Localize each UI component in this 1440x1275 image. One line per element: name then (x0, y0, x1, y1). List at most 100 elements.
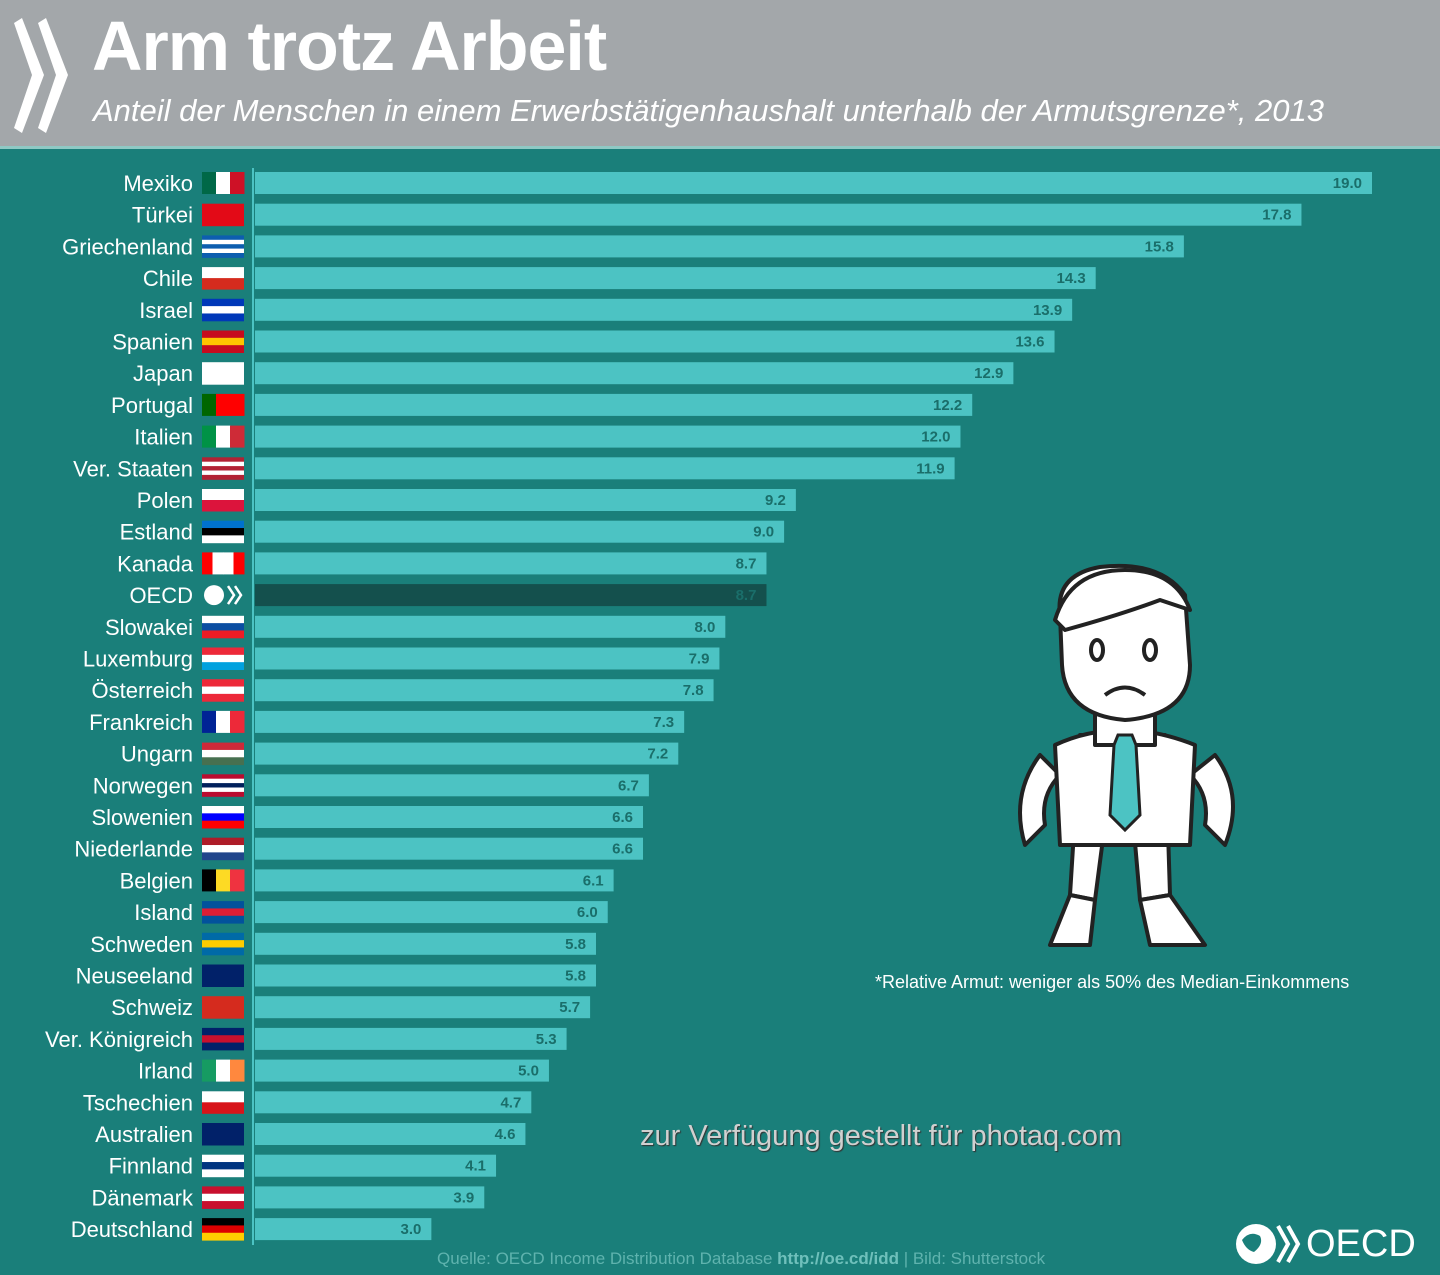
header-banner: Arm trotz Arbeit Anteil der Menschen in … (0, 0, 1440, 149)
bar-29 (255, 1091, 532, 1114)
bar-14 (255, 615, 726, 638)
data-label-28: 5.0 (518, 1063, 539, 1080)
category-label-22: Belgien (120, 868, 193, 893)
category-label-14: Slowakei (105, 615, 193, 640)
data-label-1: 17.8 (1262, 207, 1291, 224)
data-label-0: 19.0 (1333, 175, 1362, 192)
flag-icon-30 (202, 1123, 244, 1146)
data-label-25: 5.8 (565, 968, 586, 985)
bar-30 (255, 1123, 526, 1145)
category-label-13: OECD (129, 583, 193, 608)
data-label-26: 5.7 (559, 999, 580, 1016)
category-label-2: Griechenland (62, 234, 193, 259)
data-label-6: 12.9 (974, 365, 1003, 382)
bar-13 (255, 584, 767, 607)
bar-6 (255, 362, 1014, 385)
data-label-12: 8.7 (736, 555, 757, 572)
category-label-16: Österreich (92, 678, 193, 703)
flag-icon-16 (202, 679, 244, 702)
flag-icon-27 (202, 1027, 244, 1051)
data-label-13: 8.7 (736, 587, 757, 604)
bar-9 (255, 457, 955, 480)
flag-icon-7 (202, 393, 245, 416)
bar-20 (255, 806, 644, 828)
source-suffix: | Bild: Shutterstock (898, 1249, 1046, 1268)
bar-18 (255, 742, 679, 765)
sad-man-illustration (1018, 563, 1235, 947)
data-label-11: 9.0 (753, 524, 774, 541)
flag-icon-26 (202, 996, 244, 1019)
bar-23 (255, 901, 608, 924)
flag-icon-5 (202, 330, 244, 353)
bar-19 (255, 774, 649, 797)
category-label-3: Chile (143, 266, 193, 291)
category-label-24: Schweden (90, 932, 193, 957)
flag-icon-23 (202, 901, 244, 924)
oecd-globe-icon (204, 585, 224, 606)
category-label-23: Island (134, 900, 193, 925)
data-label-10: 9.2 (765, 492, 786, 509)
category-label-25: Neuseeland (76, 964, 193, 989)
data-label-33: 3.0 (401, 1221, 422, 1238)
category-label-1: Türkei (132, 203, 193, 228)
oecd-logo: OECD (1234, 1222, 1416, 1266)
data-label-8: 12.0 (921, 429, 950, 446)
data-label-4: 13.9 (1033, 302, 1062, 319)
category-label-7: Portugal (111, 393, 193, 418)
flag-icon-6 (202, 362, 244, 385)
bar-22 (255, 869, 614, 892)
flag-icon-3 (202, 267, 244, 290)
flag-icon-4 (202, 298, 244, 322)
category-label-26: Schweiz (111, 995, 193, 1020)
data-label-7: 12.2 (933, 397, 962, 414)
flag-icon-32 (202, 1186, 244, 1209)
bar-15 (255, 647, 720, 670)
data-label-29: 4.7 (500, 1094, 521, 1111)
data-label-20: 6.6 (612, 809, 633, 826)
category-label-11: Estland (120, 520, 193, 545)
bar-24 (255, 932, 596, 955)
flag-icon-2 (202, 235, 244, 258)
data-label-16: 7.8 (683, 682, 704, 699)
bar-12 (255, 552, 767, 575)
data-label-30: 4.6 (495, 1126, 516, 1143)
source-note: Quelle: OECD Income Distribution Databas… (437, 1249, 1045, 1269)
flag-icon-19 (202, 774, 244, 797)
bar-4 (255, 298, 1073, 321)
data-label-23: 6.0 (577, 904, 598, 921)
category-label-8: Italien (134, 425, 193, 450)
flag-icon-12 (202, 552, 245, 575)
category-label-28: Irland (138, 1059, 193, 1084)
oecd-chevron-icon (14, 18, 68, 133)
source-link[interactable]: http://oe.cd/idd (777, 1249, 899, 1268)
bar-33 (255, 1218, 432, 1241)
flag-icon-29 (202, 1091, 244, 1114)
category-label-33: Deutschland (71, 1217, 193, 1242)
flag-icon-25 (202, 964, 244, 987)
category-label-17: Frankreich (89, 710, 193, 735)
data-label-14: 8.0 (694, 619, 715, 636)
data-label-21: 6.6 (612, 841, 633, 858)
data-label-2: 15.8 (1145, 238, 1174, 255)
bar-27 (255, 1027, 567, 1050)
data-label-22: 6.1 (583, 872, 604, 889)
data-label-24: 5.8 (565, 936, 586, 953)
chart-subtitle: Anteil der Menschen in einem Erwerbstäti… (93, 93, 1324, 128)
category-label-21: Niederlande (74, 837, 193, 862)
category-label-6: Japan (133, 361, 193, 386)
flag-icon-22 (202, 869, 245, 892)
flag-icon-21 (202, 837, 244, 861)
bar-10 (255, 489, 796, 511)
data-label-15: 7.9 (689, 651, 710, 668)
data-label-5: 13.6 (1015, 334, 1044, 351)
data-label-31: 4.1 (465, 1158, 486, 1175)
oecd-logo-text: OECD (1306, 1222, 1416, 1265)
data-label-17: 7.3 (653, 714, 674, 731)
data-label-19: 6.7 (618, 777, 639, 794)
bar-5 (255, 330, 1055, 353)
category-label-18: Ungarn (121, 742, 193, 767)
flag-icon-1 (202, 203, 244, 227)
flag-icon-31 (202, 1154, 244, 1178)
flag-icon-0 (202, 172, 245, 194)
